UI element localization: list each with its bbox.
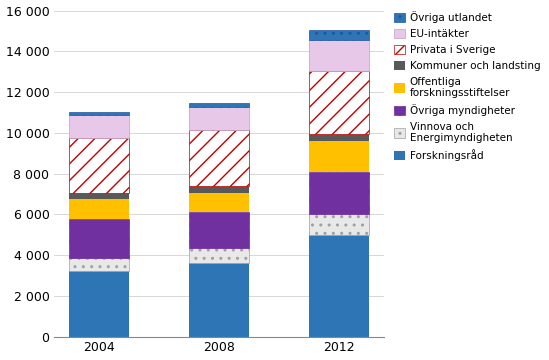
Bar <box>69 138 129 193</box>
Bar <box>69 271 129 337</box>
Bar <box>309 134 368 141</box>
Bar <box>309 214 368 235</box>
Bar <box>189 107 249 130</box>
Bar <box>69 193 129 199</box>
Bar <box>189 130 249 186</box>
Bar <box>69 116 129 138</box>
Bar <box>69 258 129 271</box>
Bar <box>309 235 368 337</box>
Bar <box>309 141 368 171</box>
Bar <box>69 219 129 258</box>
Bar <box>189 263 249 337</box>
Bar <box>69 199 129 219</box>
Bar <box>189 186 249 193</box>
Bar <box>309 171 368 214</box>
Bar <box>189 212 249 248</box>
Bar <box>69 112 129 116</box>
Bar <box>189 193 249 212</box>
Legend: Övriga utlandet, EU-intäkter, Privata i Sverige, Kommuner och landsting, Offentl: Övriga utlandet, EU-intäkter, Privata i … <box>392 9 542 163</box>
Bar <box>309 30 368 40</box>
Bar <box>309 71 368 134</box>
Bar <box>309 40 368 71</box>
Bar <box>189 248 249 263</box>
Bar <box>189 103 249 107</box>
